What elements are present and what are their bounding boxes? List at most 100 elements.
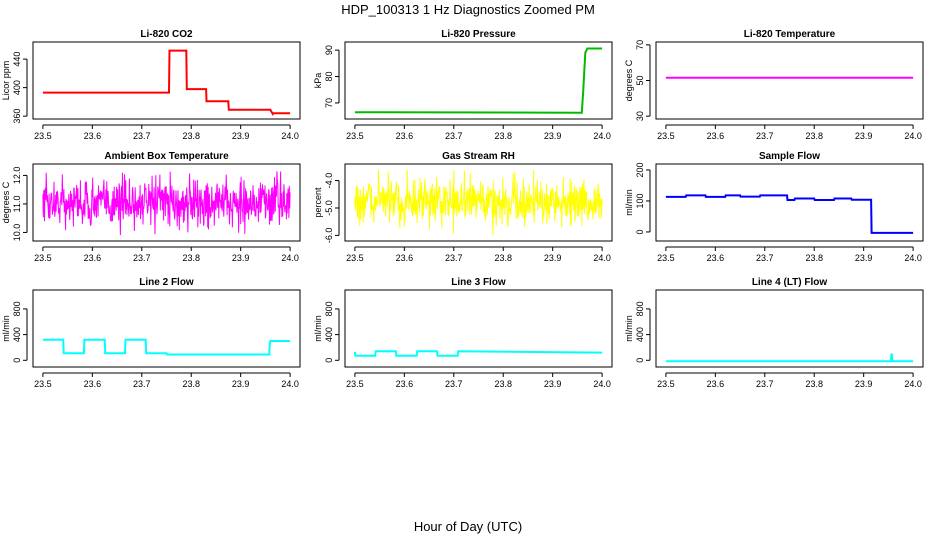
x-tick-label: 23.8	[182, 253, 200, 263]
y-tick-label: 400	[635, 327, 645, 342]
y-axis-label: ml/min	[1, 315, 11, 342]
y-axis-label: ml/min	[624, 189, 634, 216]
y-tick-label: 80	[324, 72, 334, 82]
y-axis-label: kPa	[313, 73, 323, 89]
y-tick-label: -6.0	[324, 228, 334, 244]
y-tick-label: 800	[324, 301, 334, 316]
y-tick-label: 100	[635, 193, 645, 208]
x-tick-label: 23.5	[657, 131, 675, 141]
panel-9: Line 4 (LT) Flow ml/min 23.5 23.6 23.7 23.8 23…	[624, 277, 924, 389]
panel-title: Li-820 Pressure	[441, 29, 516, 40]
x-tick-label: 23.9	[232, 131, 250, 141]
y-tick-label: -4.0	[324, 173, 334, 189]
x-tick-label: 23.7	[445, 131, 463, 141]
panel-title: Sample Flow	[759, 151, 820, 162]
x-tick-label: 23.6	[707, 379, 725, 389]
x-tick-label: 24.0	[281, 253, 299, 263]
y-tick-label: 440	[12, 52, 22, 67]
series-line	[665, 194, 914, 234]
y-axis-label: degrees C	[624, 59, 634, 101]
x-tick-label: 23.7	[133, 253, 151, 263]
series-line	[42, 171, 291, 236]
x-tick-label: 23.7	[756, 253, 774, 263]
panel-3: Li-820 Temperature degrees C 23.5 23.6 23.7 2…	[624, 29, 924, 141]
x-tick-label: 23.7	[445, 253, 463, 263]
x-tick-label: 23.8	[494, 379, 512, 389]
x-tick-label: 23.9	[544, 131, 562, 141]
x-tick-label: 23.5	[34, 379, 52, 389]
x-tick-label: 23.5	[346, 379, 364, 389]
panel-2: Li-820 Pressure kPa 23.5 23.6 23.7 23.8 23.9 24…	[313, 29, 613, 141]
x-tick-label: 23.9	[232, 379, 250, 389]
panel-grid: Li-820 CO2 Licor ppm 23.5 23.6 23.7 23.8 23.9 2…	[1, 29, 924, 389]
x-tick-label: 23.7	[756, 379, 774, 389]
plot-frame	[344, 41, 613, 120]
x-tick-label: 23.5	[346, 253, 364, 263]
panel-title: Line 4 (LT) Flow	[752, 277, 828, 288]
plot-frame	[32, 289, 301, 368]
y-axis-label: ml/min	[624, 315, 634, 342]
y-tick-label: 0	[635, 229, 645, 234]
panel-title: Gas Stream RH	[442, 151, 515, 162]
x-tick-label: 24.0	[281, 379, 299, 389]
x-tick-label: 23.7	[133, 379, 151, 389]
x-tick-label: 23.5	[34, 131, 52, 141]
panel-title: Line 2 Flow	[139, 277, 194, 288]
x-tick-label: 23.8	[805, 131, 823, 141]
y-axis-label: degrees C	[1, 181, 11, 223]
series-line	[665, 353, 914, 363]
panel-7: Line 2 Flow ml/min 23.5 23.6 23.7 23.8 23.9 24.…	[1, 277, 301, 389]
x-tick-label: 23.6	[707, 253, 725, 263]
figure-xlabel: Hour of Day (UTC)	[414, 519, 522, 534]
panel-4: Ambient Box Temperature degrees C 23.5 23.6…	[1, 151, 301, 263]
x-tick-label: 23.5	[346, 131, 364, 141]
x-tick-label: 23.8	[805, 379, 823, 389]
x-tick-label: 23.9	[855, 253, 873, 263]
y-tick-label: 400	[12, 327, 22, 342]
y-tick-label: 400	[12, 80, 22, 95]
series-line	[354, 169, 603, 236]
x-tick-label: 23.8	[494, 131, 512, 141]
x-tick-label: 24.0	[281, 131, 299, 141]
figure-title: HDP_100313 1 Hz Diagnostics Zoomed PM	[341, 2, 595, 17]
y-tick-label: -5.0	[324, 200, 334, 216]
series-line	[354, 47, 603, 114]
x-tick-label: 23.9	[544, 379, 562, 389]
y-axis-label: percent	[313, 187, 323, 218]
panel-8: Line 3 Flow ml/min 23.5 23.6 23.7 23.8 23.9 24.…	[313, 277, 613, 389]
x-tick-label: 23.7	[445, 379, 463, 389]
x-tick-label: 23.6	[396, 253, 414, 263]
y-tick-label: 0	[635, 358, 645, 363]
plot-frame	[344, 163, 613, 242]
series-line	[42, 338, 291, 356]
x-tick-label: 23.8	[182, 379, 200, 389]
x-tick-label: 23.6	[707, 131, 725, 141]
plot-frame	[655, 163, 924, 242]
plot-frame	[32, 41, 301, 120]
y-tick-label: 0	[324, 358, 334, 363]
x-tick-label: 23.8	[494, 253, 512, 263]
x-tick-label: 23.8	[805, 253, 823, 263]
panel-title: Li-820 CO2	[140, 29, 193, 40]
x-tick-label: 23.6	[396, 379, 414, 389]
plot-frame	[655, 289, 924, 368]
y-tick-label: 50	[635, 75, 645, 85]
x-tick-label: 23.9	[232, 253, 250, 263]
x-tick-label: 23.7	[133, 131, 151, 141]
panel-1: Li-820 CO2 Licor ppm 23.5 23.6 23.7 23.8 23.9 2…	[1, 29, 301, 141]
y-axis-label: Licor ppm	[1, 61, 11, 101]
y-tick-label: 12.0	[12, 167, 22, 185]
y-tick-label: 400	[324, 327, 334, 342]
x-tick-label: 23.6	[84, 131, 102, 141]
y-tick-label: 800	[12, 301, 22, 316]
y-tick-label: 200	[635, 162, 645, 177]
x-tick-label: 23.6	[84, 379, 102, 389]
y-tick-label: 360	[12, 109, 22, 124]
x-tick-label: 24.0	[904, 253, 922, 263]
x-tick-label: 23.8	[182, 131, 200, 141]
plot-frame	[344, 289, 613, 368]
x-tick-label: 23.9	[855, 379, 873, 389]
x-tick-label: 23.5	[34, 253, 52, 263]
panel-title: Li-820 Temperature	[744, 29, 836, 40]
panel-5: Gas Stream RH percent 23.5 23.6 23.7 23.8 23.9…	[313, 151, 613, 263]
